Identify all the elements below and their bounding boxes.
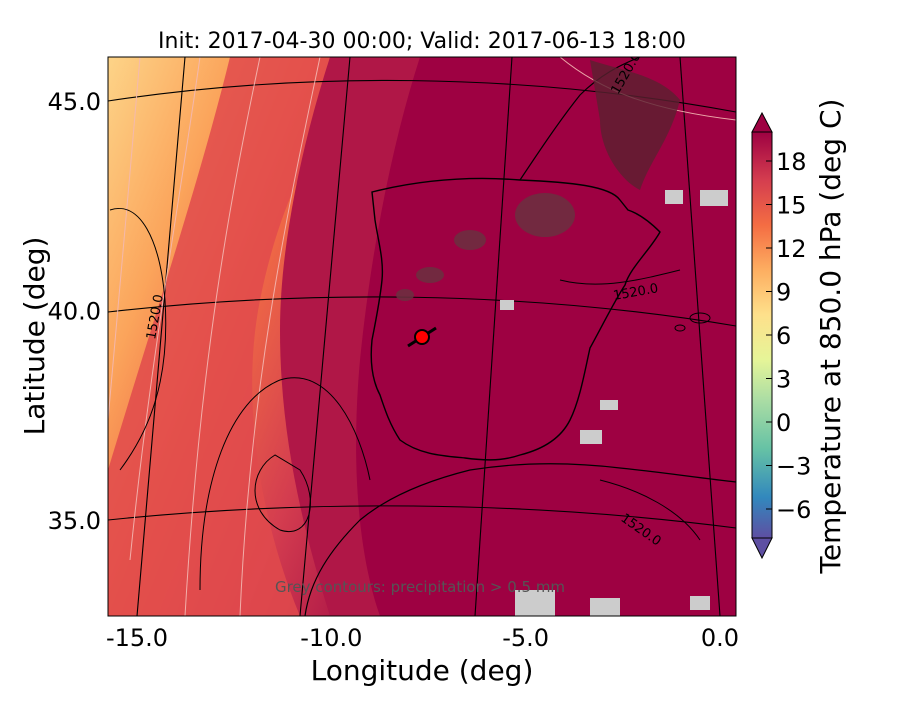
iberia-coastline: [370, 177, 661, 461]
colorbar: 18 15 12 9 6 3 0 −3 −6: [751, 111, 811, 560]
colorbar-tick-label: 0: [776, 409, 791, 437]
colorbar-tick-label: −6: [776, 496, 811, 524]
precip-annotation: Grey contours: precipitation > 0.5 mm: [275, 578, 565, 596]
africa-coastline: [304, 463, 736, 616]
temperature-band-warm: [108, 57, 380, 616]
colorbar-tick-label: 12: [776, 235, 807, 263]
colorbar-extend-top: [751, 111, 773, 133]
france-coastline: [519, 57, 641, 181]
y-tick-label: 45.0: [48, 88, 101, 116]
y-axis-ticks: 45.0 40.0 35.0: [48, 88, 101, 535]
colorbar-label: Temperature at 850.0 hPa (deg C): [814, 99, 847, 575]
colorbar-tick-label: 18: [776, 148, 807, 176]
colorbar-gradient: [752, 132, 772, 538]
y-tick-label: 35.0: [48, 507, 101, 535]
map-frame: [107, 56, 737, 617]
site-marker: [414, 329, 430, 345]
x-tick-label: -5.0: [502, 624, 549, 652]
x-tick-label: 0.0: [701, 624, 739, 652]
colorbar-ticks: 18 15 12 9 6 3 0 −3 −6: [766, 148, 811, 524]
colorbar-tick-label: 15: [776, 192, 807, 220]
colorbar-tick-label: 9: [776, 279, 791, 307]
balearic-island-small: [674, 324, 686, 332]
colorbar-tick-label: −3: [776, 453, 811, 481]
x-tick-label: -10.0: [300, 624, 362, 652]
y-axis-label: Latitude (deg): [18, 237, 51, 436]
temperature-band-hottest: [356, 57, 736, 616]
colorbar-tick-label: 6: [776, 322, 791, 350]
y-tick-label: 40.0: [48, 298, 101, 326]
x-axis-ticks: -15.0 -10.0 -5.0 0.0: [106, 624, 739, 652]
geopotential-contours: [109, 208, 701, 591]
colorbar-tick-label: 3: [776, 366, 791, 394]
balearic-island: [689, 312, 711, 324]
precipitation-patches: [396, 60, 728, 616]
figure-title: Init: 2017-04-30 00:00; Valid: 2017-06-1…: [158, 29, 686, 54]
x-axis-label: Longitude (deg): [311, 654, 534, 687]
x-tick-label: -15.0: [106, 624, 168, 652]
map-area: 1520.0 1520.0 1520.0 1520.0 Grey contour…: [108, 57, 736, 616]
colorbar-extend-bottom: [751, 537, 773, 560]
